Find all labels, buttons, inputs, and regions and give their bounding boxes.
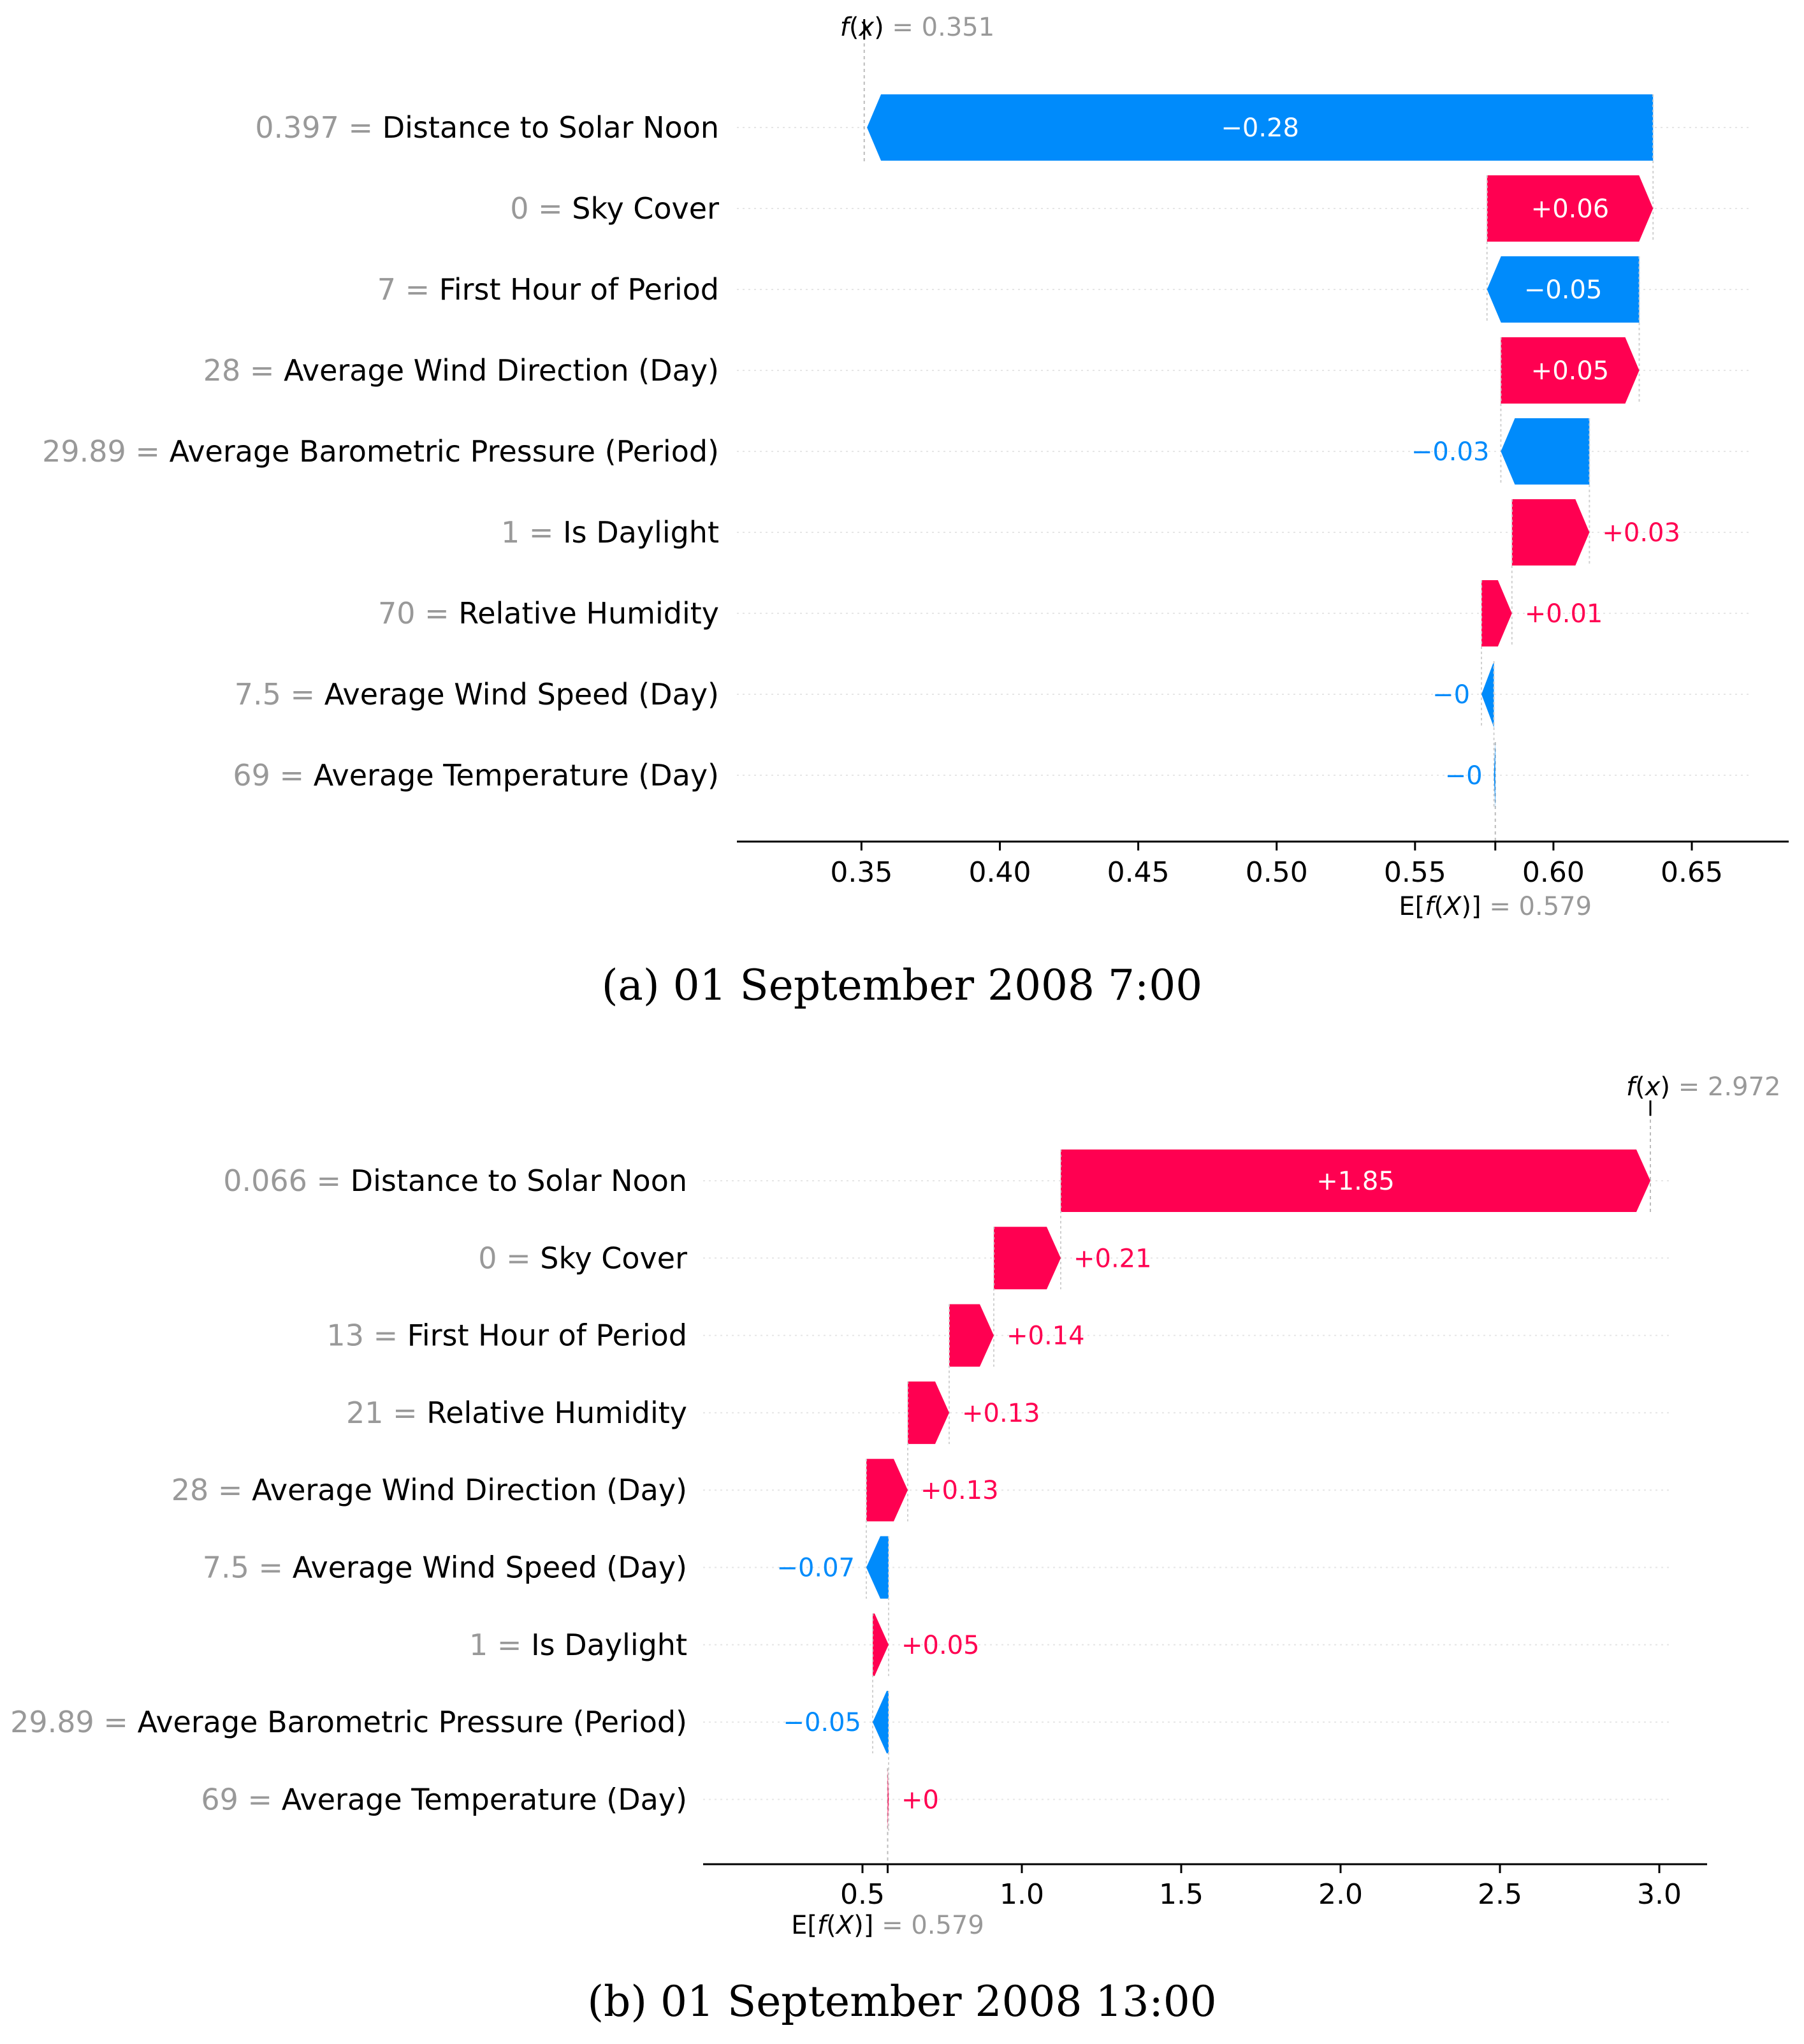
bar-negative xyxy=(866,1536,889,1599)
figure-caption: (b) 01 September 2008 13:00 xyxy=(587,1977,1216,2026)
bar-positive xyxy=(866,1459,908,1522)
bar-value-label: −0.05 xyxy=(783,1708,861,1737)
bar-value-label: −0.28 xyxy=(1221,113,1299,143)
bar-value-label: −0.07 xyxy=(776,1554,855,1583)
bar-value-label: +1.85 xyxy=(1316,1167,1395,1196)
feature-label: 0.066 = Distance to Solar Noon xyxy=(223,1164,687,1198)
feature-label: 1 = Is Daylight xyxy=(501,515,719,550)
x-tick-label: 2.0 xyxy=(1318,1878,1363,1911)
feature-label: 7 = First Hour of Period xyxy=(377,272,719,307)
bar-negative xyxy=(1501,418,1590,485)
x-tick-label: 0.45 xyxy=(1107,856,1170,889)
feature-label: 7.5 = Average Wind Speed (Day) xyxy=(203,1551,687,1585)
bar-positive xyxy=(1501,337,1640,404)
x-tick-label: 0.55 xyxy=(1384,856,1446,889)
feature-label: 1 = Is Daylight xyxy=(469,1628,687,1662)
feature-label: 0.397 = Distance to Solar Noon xyxy=(255,110,719,145)
x-tick-label: 1.5 xyxy=(1159,1878,1204,1911)
feature-label: 69 = Average Temperature (Day) xyxy=(201,1782,687,1816)
bar-positive xyxy=(908,1381,949,1444)
bar-positive xyxy=(1511,499,1590,566)
bar-value-label: +0.14 xyxy=(1007,1322,1085,1351)
feature-label: 69 = Average Temperature (Day) xyxy=(233,758,719,792)
feature-label: 29.89 = Average Barometric Pressure (Per… xyxy=(42,434,719,469)
x-tick-label: 0.65 xyxy=(1661,856,1723,889)
bar-positive xyxy=(1487,175,1654,242)
bar-positive xyxy=(1481,580,1512,646)
bar-value-label: −0.03 xyxy=(1411,437,1490,467)
figure-caption: (a) 01 September 2008 7:00 xyxy=(602,961,1202,1010)
bar-positive xyxy=(887,1768,889,1831)
x-tick-label: 2.5 xyxy=(1478,1878,1522,1911)
x-tick-label: 0.40 xyxy=(969,856,1031,889)
base-value-label: E[f(X)] = 0.579 xyxy=(1399,892,1592,921)
x-tick-label: 0.50 xyxy=(1246,856,1308,889)
bar-value-label: +0.13 xyxy=(962,1399,1040,1428)
feature-label: 0 = Sky Cover xyxy=(510,191,719,226)
x-tick-label: 1.0 xyxy=(1000,1878,1044,1911)
bar-positive xyxy=(1061,1150,1650,1212)
feature-label: 21 = Relative Humidity xyxy=(346,1396,687,1430)
x-tick-label: 0.60 xyxy=(1522,856,1585,889)
bar-positive xyxy=(949,1304,994,1367)
bar-negative xyxy=(1481,661,1494,727)
fx-value-label: f(x) = 0.351 xyxy=(840,13,994,42)
bar-value-label: +0.05 xyxy=(1531,356,1610,386)
waterfall-panel-a: −0.28 0.397 = Distance to Solar Noon +0.06… xyxy=(42,13,1789,1010)
bar-value-label: +0.01 xyxy=(1525,599,1603,629)
fx-value-label: f(x) = 2.972 xyxy=(1626,1072,1780,1102)
bar-value-label: +0 xyxy=(901,1785,939,1814)
feature-label: 28 = Average Wind Direction (Day) xyxy=(203,353,719,388)
feature-label: 13 = First Hour of Period xyxy=(326,1318,687,1353)
bar-value-label: +0.05 xyxy=(901,1631,980,1660)
bar-positive xyxy=(873,1613,889,1676)
feature-label: 28 = Average Wind Direction (Day) xyxy=(171,1473,687,1507)
bar-negative xyxy=(1494,742,1495,808)
waterfall-panel-b: +1.85 0.066 = Distance to Solar Noon +0.21… xyxy=(10,1072,1780,2026)
bar-value-label: −0 xyxy=(1445,761,1483,791)
bar-negative xyxy=(867,94,1654,161)
feature-label: 29.89 = Average Barometric Pressure (Per… xyxy=(10,1705,687,1739)
bar-negative xyxy=(873,1691,889,1754)
bar-value-label: −0 xyxy=(1432,680,1470,710)
bar-value-label: −0.05 xyxy=(1524,275,1603,305)
feature-label: 0 = Sky Cover xyxy=(478,1241,687,1275)
x-tick-label: 0.5 xyxy=(840,1878,885,1911)
bar-negative xyxy=(1487,256,1640,323)
bar-value-label: +0.03 xyxy=(1602,518,1680,548)
base-value-label: E[f(X)] = 0.579 xyxy=(791,1911,984,1940)
feature-label: 7.5 = Average Wind Speed (Day) xyxy=(235,677,719,712)
bar-value-label: +0.21 xyxy=(1073,1244,1152,1273)
bar-value-label: +0.06 xyxy=(1531,194,1610,224)
feature-label: 70 = Relative Humidity xyxy=(378,596,719,631)
bar-value-label: +0.13 xyxy=(920,1476,999,1505)
x-tick-label: 3.0 xyxy=(1637,1878,1682,1911)
bar-positive xyxy=(994,1227,1061,1290)
x-tick-label: 0.35 xyxy=(830,856,892,889)
